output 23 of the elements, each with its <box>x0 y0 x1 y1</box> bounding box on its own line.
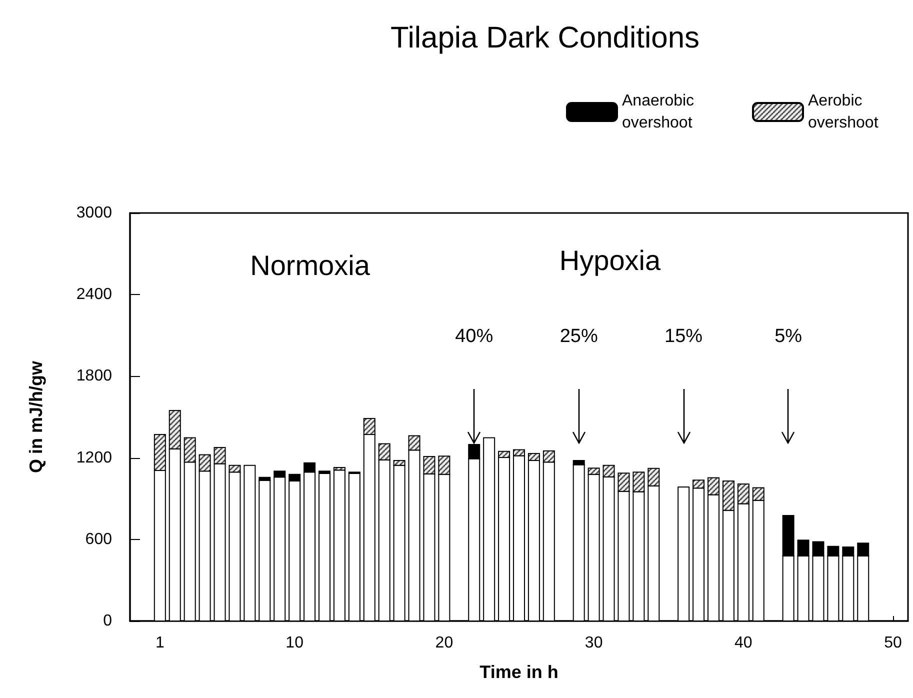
legend-label: Aerobic overshoot <box>808 92 879 132</box>
legend-label: Anaerobic overshoot <box>622 92 698 132</box>
annotation: 25% <box>560 326 598 348</box>
chart-title: Tilapia Dark Conditions <box>390 22 700 54</box>
y-tick-label: 2400 <box>76 286 112 304</box>
y-tick-label: 0 <box>103 612 112 630</box>
y-tick-label: 3000 <box>76 204 112 222</box>
y-tick-label: 1800 <box>76 368 112 385</box>
x-tick-label: 20 <box>435 634 454 652</box>
annotation: 15% <box>664 326 703 348</box>
x-tick-label: 40 <box>734 634 752 652</box>
annotation: 5% <box>774 326 802 348</box>
y-tick-label: 600 <box>85 530 112 548</box>
y-tick-label: 1200 <box>76 449 112 466</box>
x-tick-label: 50 <box>884 634 902 652</box>
x-tick-label: 10 <box>286 634 304 652</box>
annotation: Hypoxia <box>559 245 661 277</box>
x-axis-title: Time in h <box>480 662 558 682</box>
y-axis-title: Q in mJ/h/gw <box>26 360 46 474</box>
annotation: 40% <box>455 326 494 348</box>
annotation: Normoxia <box>250 250 370 282</box>
x-tick-label: 30 <box>584 634 603 652</box>
x-tick-label: 1 <box>155 634 164 652</box>
